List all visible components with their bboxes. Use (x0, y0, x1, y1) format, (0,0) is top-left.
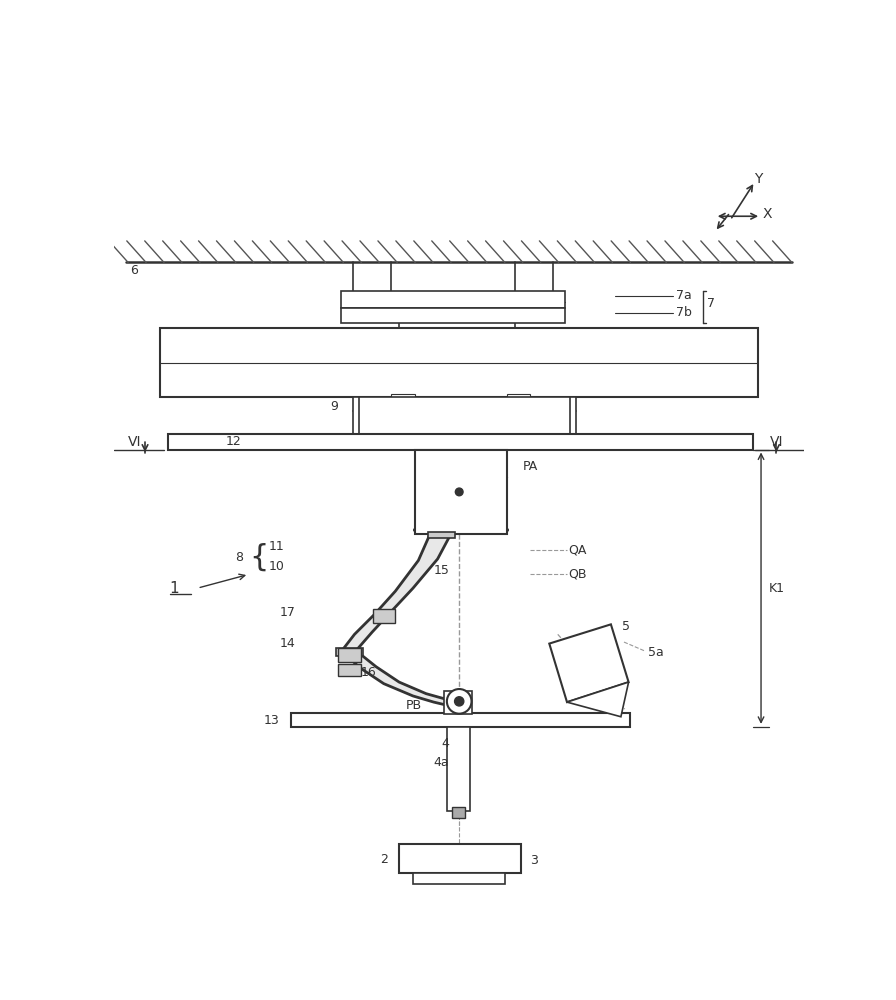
Text: QA: QA (569, 543, 587, 556)
Bar (341, 308, 564, 323)
Circle shape (455, 488, 463, 496)
Text: 8: 8 (236, 551, 244, 564)
Bar (338, 648, 361, 662)
Bar (373, 609, 394, 623)
Text: 6: 6 (130, 264, 137, 277)
Text: 11: 11 (268, 540, 284, 553)
Text: 7a: 7a (676, 289, 692, 302)
Bar (353, 397, 576, 434)
Text: 7: 7 (707, 297, 715, 310)
Bar (168, 434, 754, 450)
Bar (447, 727, 470, 811)
Text: 3: 3 (530, 854, 538, 867)
Text: 16: 16 (361, 666, 376, 679)
Bar (160, 328, 758, 397)
Bar (399, 844, 521, 873)
Text: 5: 5 (623, 620, 631, 633)
Text: 4: 4 (442, 737, 449, 750)
Circle shape (454, 697, 464, 706)
Text: VI: VI (771, 435, 784, 449)
Text: PB: PB (406, 699, 422, 712)
Bar (507, 394, 530, 397)
Bar (341, 291, 564, 308)
Text: 15: 15 (434, 564, 450, 577)
Bar (413, 873, 505, 884)
Text: 14: 14 (280, 637, 295, 650)
Bar (336, 648, 363, 656)
Text: K1: K1 (769, 582, 785, 595)
Polygon shape (549, 624, 629, 702)
Text: VI: VI (128, 435, 142, 449)
Bar (444, 691, 471, 714)
Text: 4a: 4a (434, 756, 449, 769)
Circle shape (447, 689, 471, 714)
Text: QB: QB (569, 568, 587, 581)
Text: 13: 13 (264, 714, 280, 727)
Bar (338, 664, 361, 676)
Text: 17: 17 (280, 606, 295, 619)
Text: 12: 12 (226, 435, 242, 448)
Bar (427, 532, 454, 538)
Polygon shape (341, 651, 457, 705)
Bar (415, 450, 507, 534)
Text: 5a: 5a (648, 646, 664, 659)
Text: X: X (762, 207, 772, 221)
Text: 2: 2 (380, 853, 388, 866)
Bar (452, 807, 465, 818)
Polygon shape (567, 682, 629, 717)
Bar (359, 397, 570, 436)
Text: 7b: 7b (676, 306, 693, 319)
Text: 10: 10 (268, 560, 284, 573)
Polygon shape (341, 534, 451, 651)
Text: PA: PA (522, 460, 538, 473)
Text: Y: Y (754, 172, 762, 186)
Text: 1: 1 (169, 581, 179, 596)
Bar (392, 394, 415, 397)
Text: 9: 9 (330, 400, 338, 413)
Bar (291, 713, 630, 727)
Text: {: { (249, 543, 269, 572)
